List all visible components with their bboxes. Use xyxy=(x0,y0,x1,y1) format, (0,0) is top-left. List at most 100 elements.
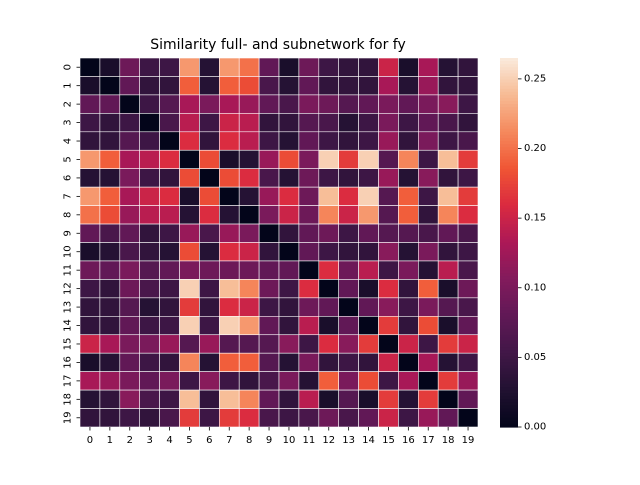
heatmap-cell xyxy=(219,94,240,114)
heatmap-cell xyxy=(199,205,220,225)
heatmap-cell xyxy=(99,113,121,133)
heatmap-cell xyxy=(417,334,439,354)
colorbar-segment xyxy=(500,417,518,422)
heatmap-cell xyxy=(238,408,260,428)
heatmap-cell xyxy=(457,223,479,243)
colorbar-segment xyxy=(500,343,518,348)
heatmap-cell xyxy=(139,57,160,77)
y-tick-label: 17 xyxy=(63,375,74,388)
x-tick-label: 3 xyxy=(146,435,152,446)
heatmap-cell xyxy=(358,297,379,317)
heatmap-cell xyxy=(199,315,220,336)
heatmap-cell xyxy=(378,57,399,77)
heatmap-cell xyxy=(358,131,379,151)
heatmap-cell xyxy=(159,186,180,206)
heatmap-cell xyxy=(119,57,141,77)
heatmap-cell xyxy=(139,389,160,409)
heatmap-cell xyxy=(258,389,280,409)
colorbar-segment xyxy=(500,340,518,345)
heatmap-cell xyxy=(258,113,280,133)
heatmap-cell xyxy=(199,371,220,391)
heatmap-cell xyxy=(99,57,121,77)
heatmap-cell xyxy=(358,279,379,299)
colorbar-segment xyxy=(500,165,518,170)
heatmap-cell xyxy=(318,297,339,317)
heatmap-cell xyxy=(338,352,359,372)
y-tick-label: 16 xyxy=(63,356,74,369)
heatmap-cell xyxy=(99,242,121,262)
y-tick-label: 19 xyxy=(63,411,74,424)
heatmap-cell xyxy=(298,408,320,428)
colorbar-segment xyxy=(500,374,518,379)
heatmap-cell xyxy=(238,352,260,372)
colorbar-segment xyxy=(500,147,518,151)
heatmap-cell xyxy=(139,205,160,225)
heatmap-cell xyxy=(417,371,439,391)
heatmap-cell xyxy=(298,131,320,151)
heatmap-cell xyxy=(378,408,399,428)
heatmap-cell xyxy=(417,297,439,317)
colorbar-segment xyxy=(500,402,518,407)
heatmap-cell xyxy=(338,315,359,336)
colorbar-segment xyxy=(500,79,518,84)
heatmap-cell xyxy=(219,260,240,280)
x-tick-label: 9 xyxy=(266,435,272,446)
heatmap-cell xyxy=(119,389,141,409)
heatmap-cell xyxy=(119,223,141,243)
colorbar-segment xyxy=(500,224,518,228)
heatmap-cell xyxy=(278,260,300,280)
heatmap-cell xyxy=(258,168,280,188)
heatmap-cell xyxy=(457,334,479,354)
x-tick-label: 10 xyxy=(283,435,296,446)
heatmap-cell xyxy=(139,371,160,391)
heatmap-cell xyxy=(437,334,459,354)
heatmap-cell xyxy=(79,223,101,243)
heatmap-cell xyxy=(278,297,300,317)
colorbar-segment xyxy=(500,196,518,201)
colorbar-segment xyxy=(500,294,518,299)
heatmap-cell xyxy=(298,205,320,225)
heatmap-cell xyxy=(119,242,141,262)
colorbar-segment xyxy=(500,116,518,121)
colorbar-segment xyxy=(500,300,518,305)
colorbar-segment xyxy=(500,134,518,139)
heatmap-cell xyxy=(119,334,141,354)
heatmap-cell xyxy=(79,279,101,299)
heatmap-cell xyxy=(238,131,260,151)
heatmap-cell xyxy=(179,168,200,188)
heatmap-cell xyxy=(338,297,359,317)
heatmap-cell xyxy=(298,113,320,133)
heatmap-cell xyxy=(179,57,200,77)
heatmap-cell xyxy=(398,371,419,391)
heatmap-cell xyxy=(179,205,200,225)
heatmap-cell xyxy=(417,408,439,428)
heatmap-cell xyxy=(417,149,439,170)
x-tick-label: 6 xyxy=(206,435,212,446)
colorbar-segment xyxy=(500,279,518,284)
heatmap-cell xyxy=(219,408,240,428)
heatmap-cell xyxy=(338,408,359,428)
heatmap-cell xyxy=(139,113,160,133)
colorbar-segment xyxy=(500,260,518,265)
heatmap-cell xyxy=(159,408,180,428)
colorbar-segment xyxy=(500,141,518,145)
heatmap-cell xyxy=(199,408,220,428)
heatmap-cell xyxy=(298,186,320,206)
heatmap-cell xyxy=(79,205,101,225)
heatmap-cell xyxy=(278,334,300,354)
x-tick-label: 1 xyxy=(107,435,113,446)
y-tick-label: 4 xyxy=(63,138,74,144)
colorbar-segment xyxy=(500,242,518,247)
heatmap-cell xyxy=(79,242,101,262)
colorbar-segment xyxy=(500,211,518,216)
heatmap-cell xyxy=(437,242,459,262)
heatmap-cell xyxy=(318,260,339,280)
heatmap-cell xyxy=(119,352,141,372)
colorbar-segment xyxy=(500,399,518,403)
heatmap-cell xyxy=(159,389,180,409)
heatmap-cell xyxy=(437,279,459,299)
colorbar-segment xyxy=(500,248,518,253)
heatmap-cell xyxy=(258,242,280,262)
heatmap-cell xyxy=(219,131,240,151)
y-tick-label: 15 xyxy=(63,338,74,351)
